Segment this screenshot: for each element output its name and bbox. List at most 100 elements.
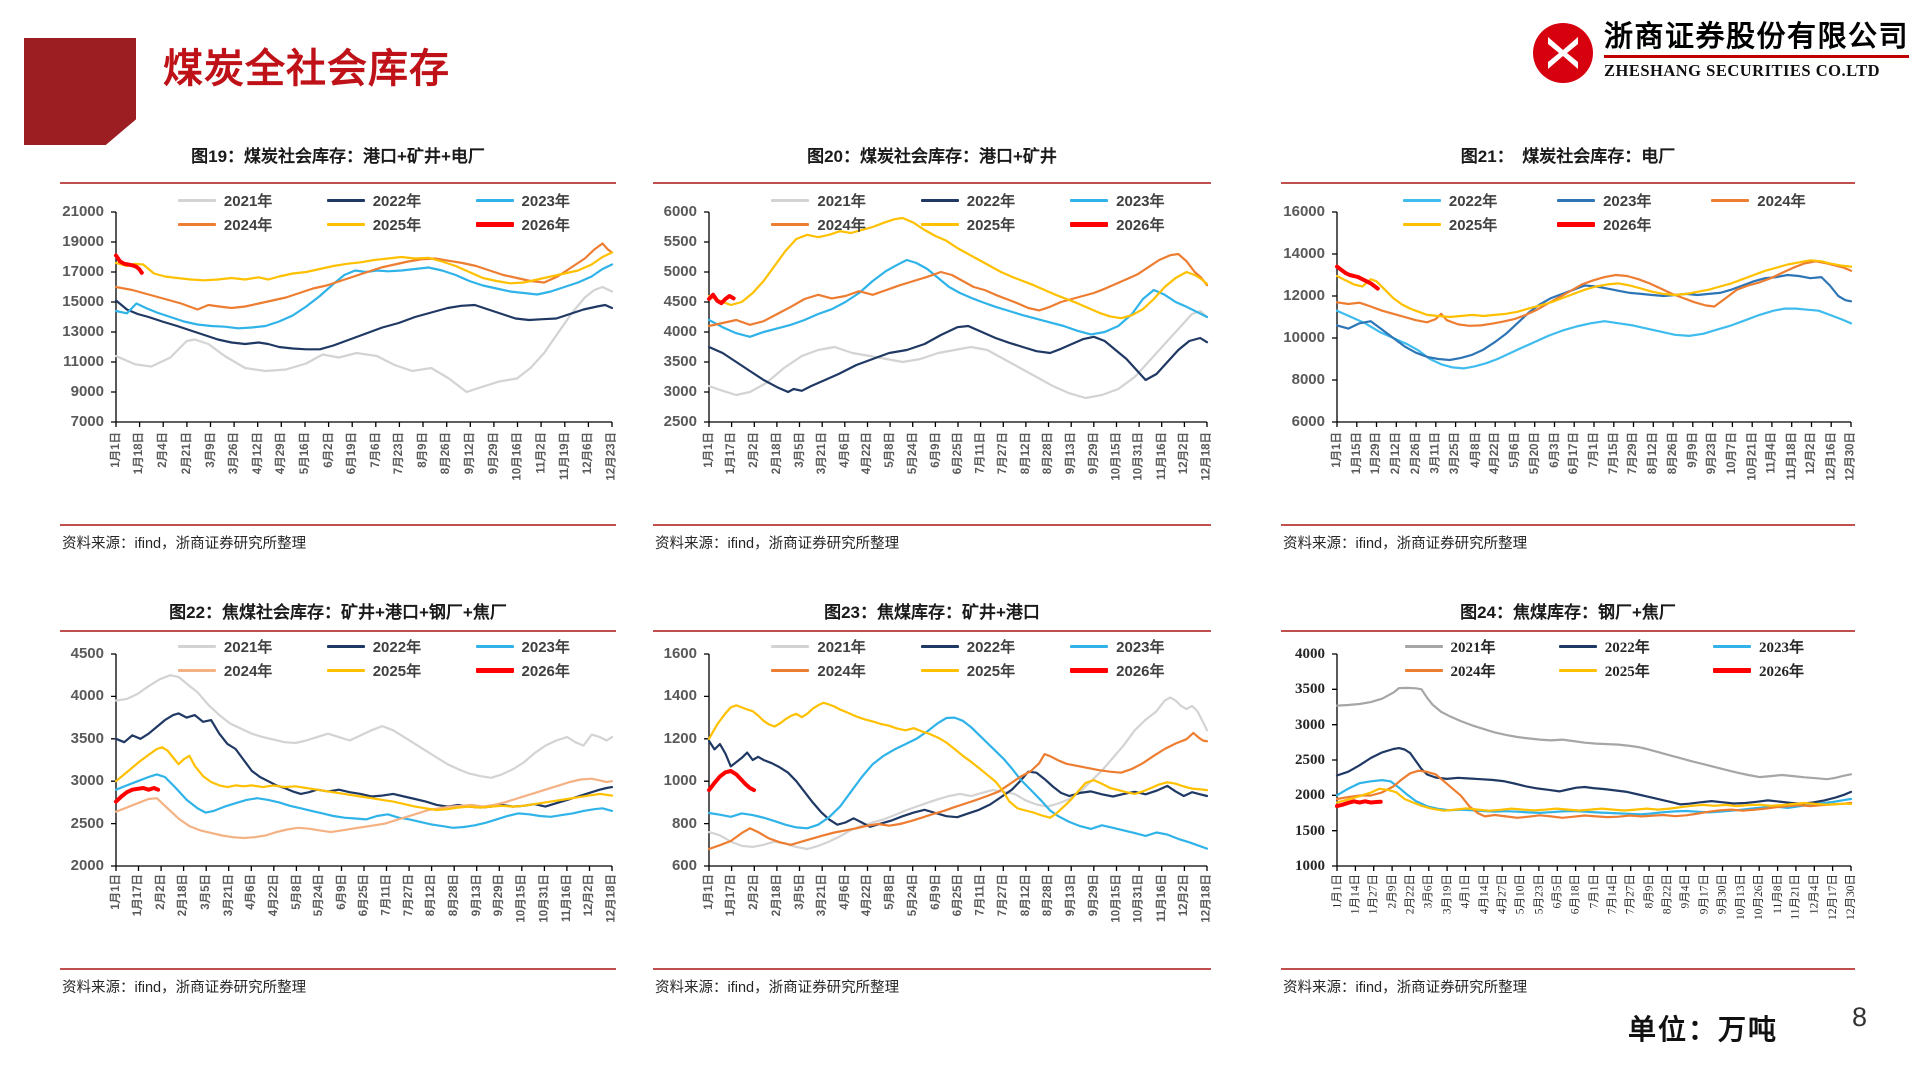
legend-item: 2025年 [300, 660, 449, 680]
legend-label: 2024年 [817, 662, 866, 680]
chart-cell-22: 图22：焦煤社会库存：矿井+港口+钢厂+焦厂 4500 4000 3500 3000 25… [60, 592, 618, 1022]
chart-legend: 2021年 2022年 2023年 2024年 2025年 2026年 [151, 636, 597, 680]
legend-label: 2026年 [1116, 216, 1165, 234]
title-rule [1281, 182, 1855, 184]
legend-item: 2026年 [1681, 660, 1835, 680]
legend-item: 2026年 [1043, 214, 1192, 234]
series-line-2022年 [114, 712, 614, 809]
series-line-2025年 [707, 701, 1209, 819]
legend-label: 2021年 [1450, 639, 1496, 656]
legend-line-sample [1070, 644, 1109, 648]
chart-legend: 2021年 2022年 2023年 2024年 2025年 2026年 [744, 636, 1192, 680]
header-accent-block [24, 38, 136, 145]
chart-title: 图22：焦煤社会库存：矿井+港口+钢厂+焦厂 [169, 603, 507, 622]
legend-line-sample [1712, 667, 1751, 673]
legend-item: 2022年 [1373, 190, 1527, 210]
legend-item: 2023年 [1527, 190, 1681, 210]
series-line-2025年 [114, 251, 614, 285]
series-line-2022年 [1335, 307, 1853, 370]
legend-item: 2021年 [744, 190, 893, 210]
legend-item: 2022年 [300, 190, 449, 210]
legend-item: 2023年 [448, 636, 597, 656]
logo-divider [1604, 55, 1910, 59]
legend-item: 2021年 [744, 636, 893, 656]
y-axis-label: 2500 [1295, 752, 1325, 768]
unit-label: 单位：万吨 [1628, 1014, 1779, 1045]
series-line-2021年 [114, 674, 614, 779]
y-axis-label: 7000 [70, 413, 104, 430]
legend-label: 2025年 [372, 216, 422, 234]
chart-plot-21 [1332, 211, 1853, 427]
legend-item: 2023年 [1043, 190, 1192, 210]
legend-item: 2021年 [1373, 636, 1527, 656]
company-name-cn: 浙商证券股份有限公司 [1604, 21, 1910, 53]
chart-title: 图21： 煤炭社会库存：电厂 [1460, 147, 1676, 166]
series-line-2023年 [1335, 273, 1853, 362]
legend-line-sample [475, 198, 514, 202]
title-rule [653, 182, 1211, 184]
legend-item: 2026年 [448, 660, 597, 680]
y-axis-label: 16000 [1283, 203, 1325, 220]
footer-rule [653, 524, 1211, 526]
legend-line-sample [1558, 644, 1597, 648]
series-line-2026年 [707, 769, 756, 793]
chart-plot-22 [111, 653, 614, 871]
legend-item: 2021年 [151, 636, 300, 656]
legend-item: 2024年 [744, 660, 893, 680]
legend-line-sample [1557, 221, 1596, 227]
series-line-2021年 [707, 696, 1209, 851]
series-line-2024年 [114, 777, 614, 840]
series-line-2022年 [114, 299, 614, 351]
y-axis-label: 5000 [663, 263, 697, 280]
legend-line-sample [1558, 668, 1597, 672]
y-axis-label: 21000 [62, 203, 104, 220]
legend-line-sample [1070, 221, 1109, 227]
series-line-2021年 [1335, 686, 1853, 781]
y-axis-label: 3000 [70, 772, 104, 790]
legend-line-sample [326, 222, 365, 226]
y-axis-label: 15000 [62, 293, 104, 310]
legend-line-sample [475, 644, 514, 648]
series-line-2024年 [114, 242, 614, 311]
legend-label: 2021年 [817, 192, 866, 210]
legend-item: 2025年 [893, 214, 1042, 234]
y-axis-label: 1600 [663, 645, 697, 662]
chart-cell-21: 图21： 煤炭社会库存：电厂 16000 14000 12000 10000 8000 60… [1281, 128, 1857, 558]
series-line-2021年 [114, 285, 614, 394]
legend-line-sample [177, 668, 216, 672]
company-name-en: ZHESHANG SECURITIES CO.LTD [1604, 61, 1881, 81]
y-axis-label: 1200 [663, 729, 697, 747]
legend-line-sample [326, 668, 365, 672]
y-axis-label: 19000 [62, 233, 104, 250]
legend-line-sample [475, 667, 514, 673]
page-number: 8 [1852, 1002, 1868, 1032]
legend-line-sample [1711, 198, 1750, 202]
legend-label: 2023年 [521, 192, 570, 210]
series-line-2025年 [114, 746, 614, 812]
legend-item: 2021年 [151, 190, 300, 210]
legend-line-sample [1402, 222, 1441, 226]
legend-label: 2022年 [372, 192, 422, 210]
legend-item: 2022年 [893, 190, 1042, 210]
legend-line-sample [475, 221, 514, 227]
chart-title: 图23：焦煤库存：矿井+港口 [824, 603, 1040, 622]
y-axis-label: 12000 [1283, 287, 1325, 304]
y-axis-label: 800 [671, 814, 697, 832]
series-line-2026年 [707, 292, 736, 306]
legend-label: 2026年 [1116, 662, 1165, 680]
y-axis-label: 3500 [1295, 681, 1325, 698]
y-axis-label: 8000 [1291, 371, 1325, 388]
company-logo: 浙商证券股份有限公司 ZHESHANG SECURITIES CO.LTD [1532, 21, 1910, 84]
legend-label: 2023年 [1758, 639, 1804, 656]
footer-rule [1281, 524, 1855, 526]
series-line-2023年 [707, 258, 1209, 338]
legend-label: 2022年 [966, 638, 1016, 656]
y-axis-label: 6000 [1291, 413, 1325, 430]
chart-cell-23: 图23：焦煤库存：矿井+港口 1600 1400 1200 1000 800 600 1月1日… [653, 592, 1213, 1022]
legend-item: 2025年 [1527, 660, 1681, 680]
chart-title: 图19：煤炭社会库存：港口+矿井+电厂 [191, 147, 485, 166]
legend-label: 2022年 [1604, 639, 1650, 656]
series-line-2024年 [707, 252, 1209, 328]
legend-label: 2023年 [1116, 638, 1165, 656]
legend-label: 2024年 [1757, 192, 1806, 210]
